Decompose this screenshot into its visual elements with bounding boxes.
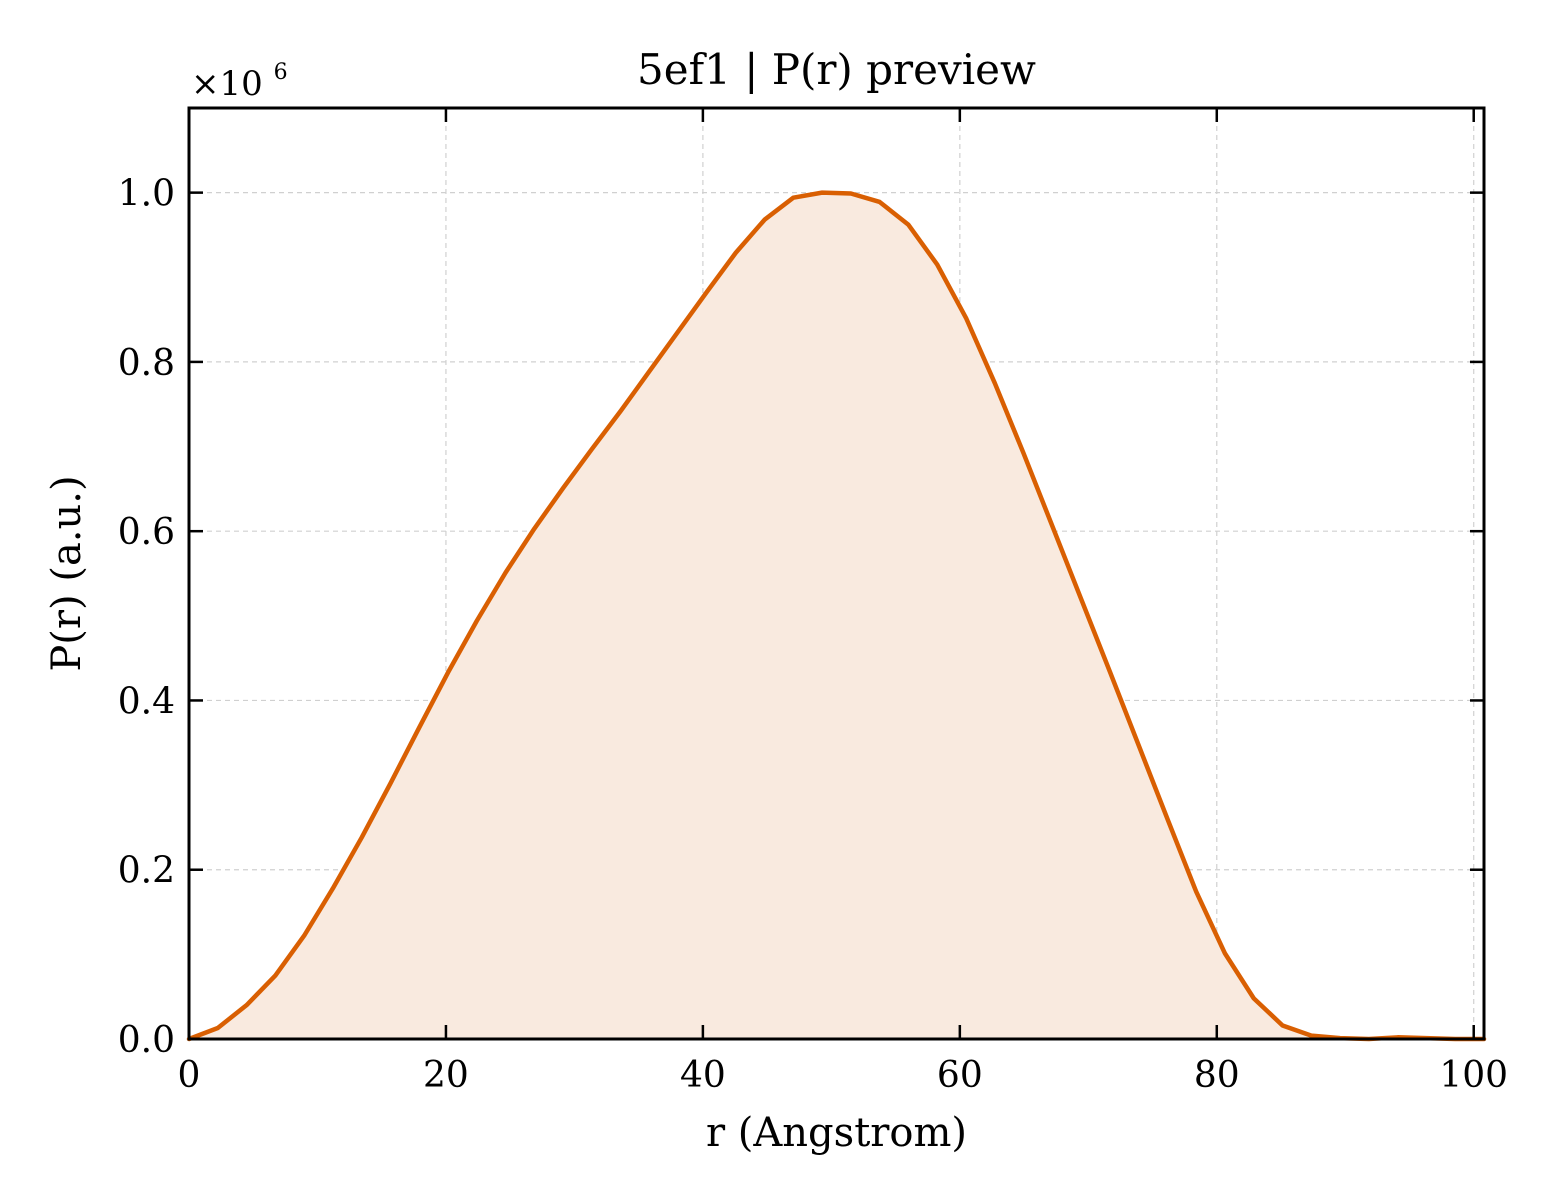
- y-axis-scale-exponent: 6: [274, 60, 288, 85]
- chart-title: 5ef1 | P(r) preview: [637, 45, 1036, 94]
- x-axis-label: r (Angstrom): [706, 1110, 967, 1156]
- x-tick-label: 40: [680, 1055, 726, 1096]
- y-tick-label: 0.6: [118, 512, 175, 553]
- x-tick-label: 80: [1194, 1055, 1240, 1096]
- y-axis-scale-label: ×10 6: [191, 60, 288, 104]
- y-axis-scale-base: ×10: [191, 64, 263, 104]
- y-tick-label: 0.4: [118, 681, 175, 722]
- y-tick-label: 0.2: [118, 851, 175, 892]
- y-tick-label: 0.0: [118, 1020, 175, 1061]
- x-tick-label: 100: [1439, 1055, 1508, 1096]
- x-tick-label: 60: [937, 1055, 983, 1096]
- y-axis-label: P(r) (a.u.): [44, 475, 90, 671]
- y-tick-label: 1.0: [118, 174, 175, 215]
- x-tick-label: 0: [178, 1055, 201, 1096]
- y-tick-label: 0.8: [118, 343, 175, 384]
- x-tick-label: 20: [423, 1055, 469, 1096]
